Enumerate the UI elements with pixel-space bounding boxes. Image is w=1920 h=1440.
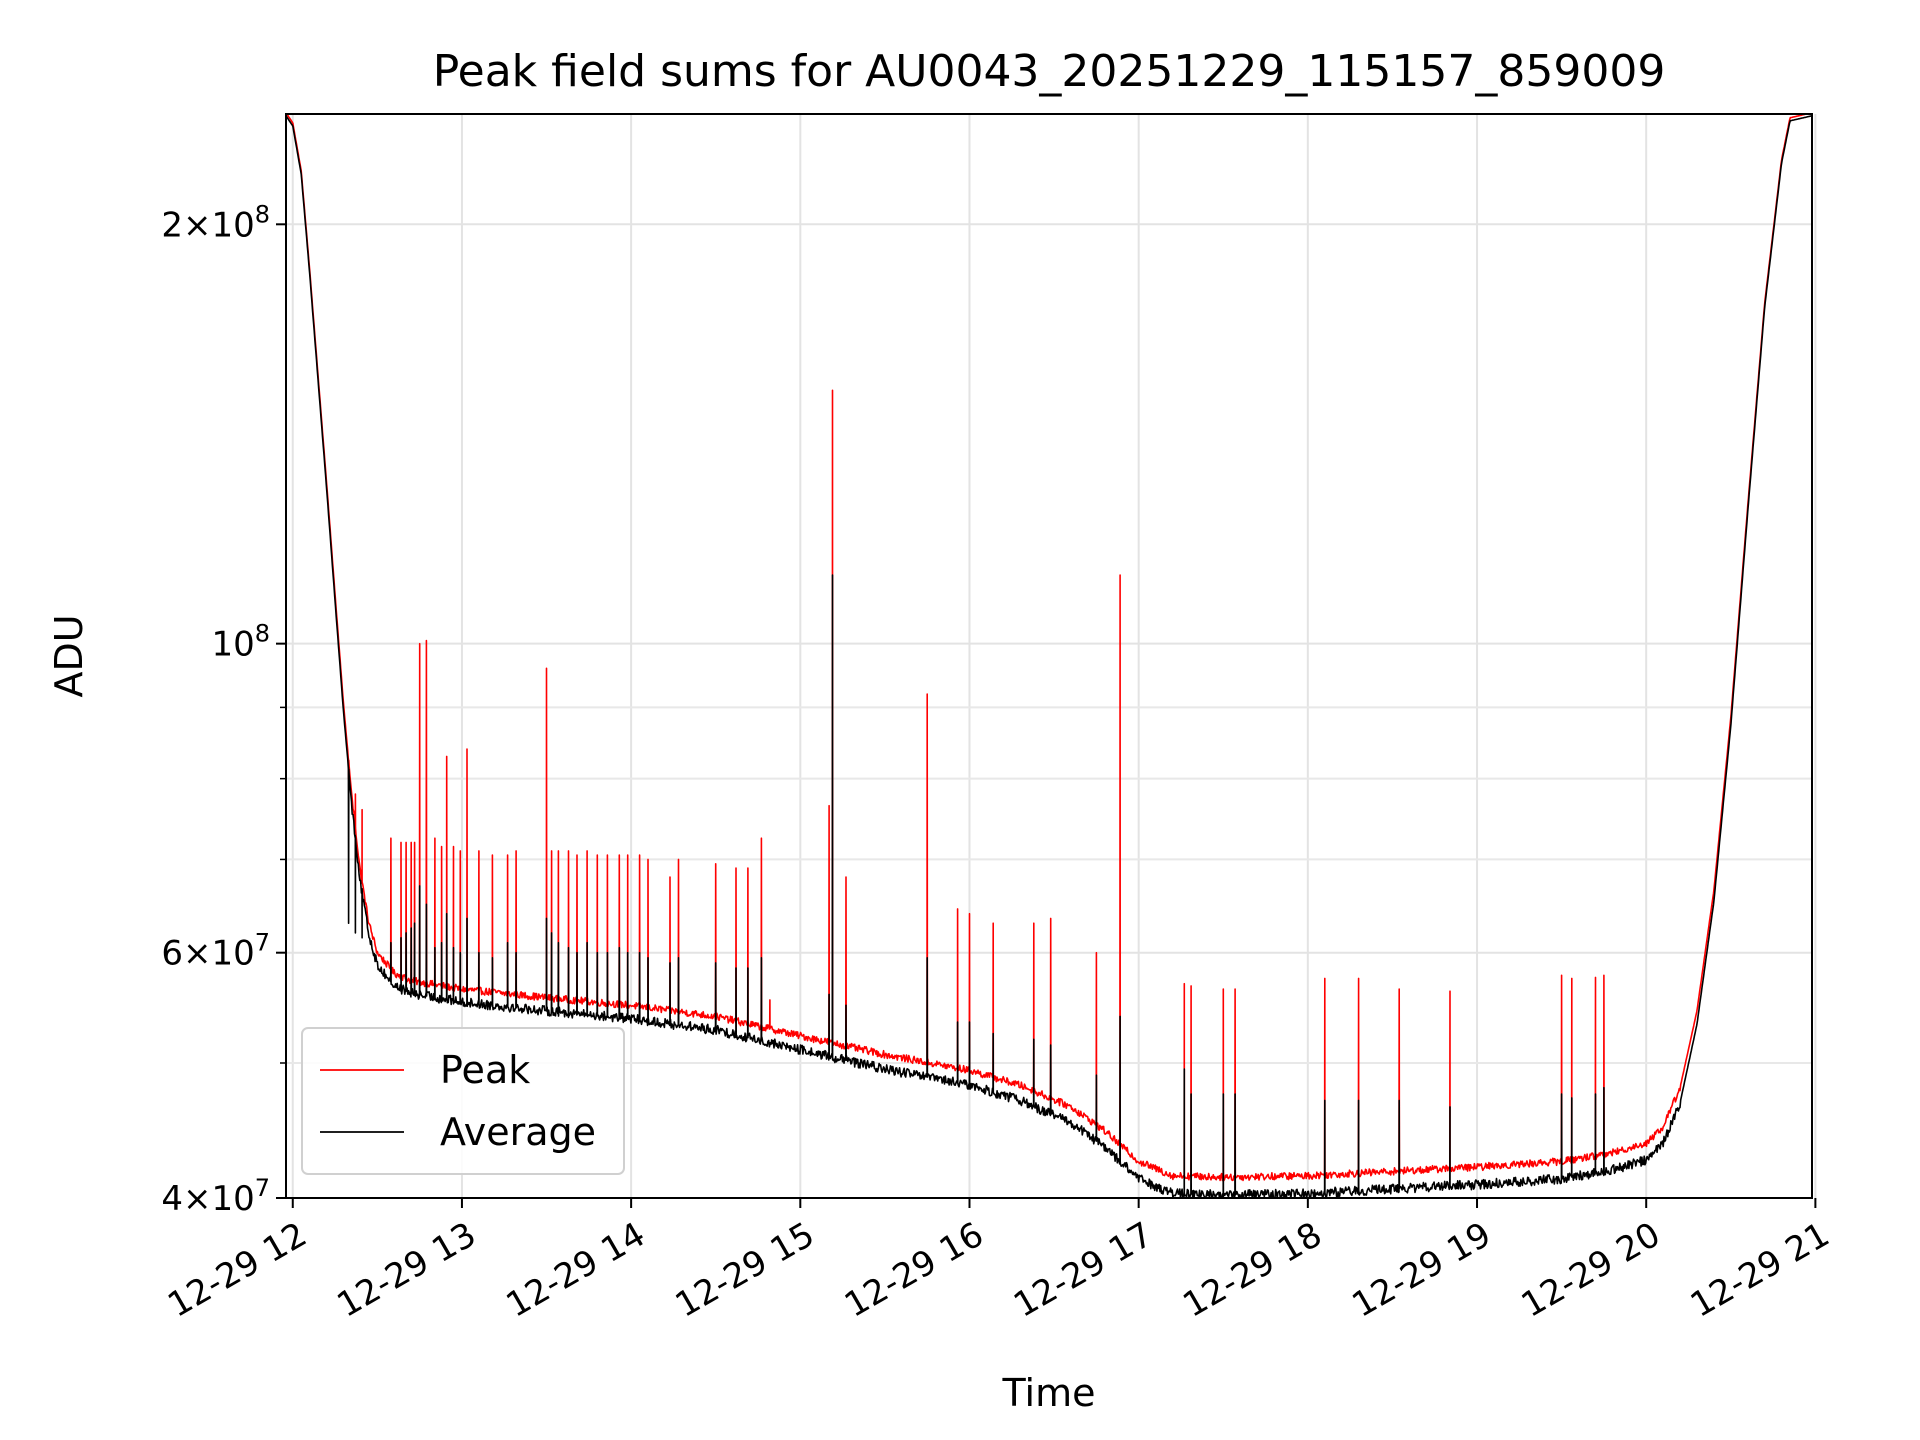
y-tick-base: 6 bbox=[161, 934, 183, 974]
y-tick-times: ×10 bbox=[183, 934, 255, 974]
y-tick-ten: 10 bbox=[211, 625, 254, 665]
y-tick-times: ×10 bbox=[183, 205, 255, 245]
y-axis-label: ADU bbox=[47, 614, 91, 697]
legend: Peak Average bbox=[301, 1027, 625, 1175]
series-line-average bbox=[286, 115, 1812, 1198]
y-tick-base: 4 bbox=[161, 1179, 183, 1219]
y-tick-label: 108 bbox=[211, 620, 270, 665]
y-tick-times: ×10 bbox=[183, 1179, 255, 1219]
chart-title: Peak field sums for AU0043_20251229_1151… bbox=[433, 46, 1666, 97]
y-tick-label: 2×108 bbox=[161, 200, 270, 245]
legend-label-average: Average bbox=[440, 1110, 596, 1154]
series-layer bbox=[286, 114, 1812, 1198]
y-tick-exponent: 7 bbox=[255, 1174, 270, 1202]
legend-box bbox=[301, 1027, 625, 1175]
y-tick-label: 6×107 bbox=[161, 929, 270, 974]
y-tick-base: 2 bbox=[161, 205, 183, 245]
y-tick-label: 4×107 bbox=[161, 1174, 270, 1219]
plot-frame bbox=[285, 113, 1813, 1199]
y-tick-exponent: 8 bbox=[255, 200, 270, 228]
series-line-peak bbox=[286, 114, 1811, 1182]
y-tick-exponent: 8 bbox=[255, 620, 270, 648]
x-axis-label: Time bbox=[1002, 1371, 1096, 1415]
legend-label-peak: Peak bbox=[440, 1048, 530, 1092]
y-tick-exponent: 7 bbox=[255, 929, 270, 957]
